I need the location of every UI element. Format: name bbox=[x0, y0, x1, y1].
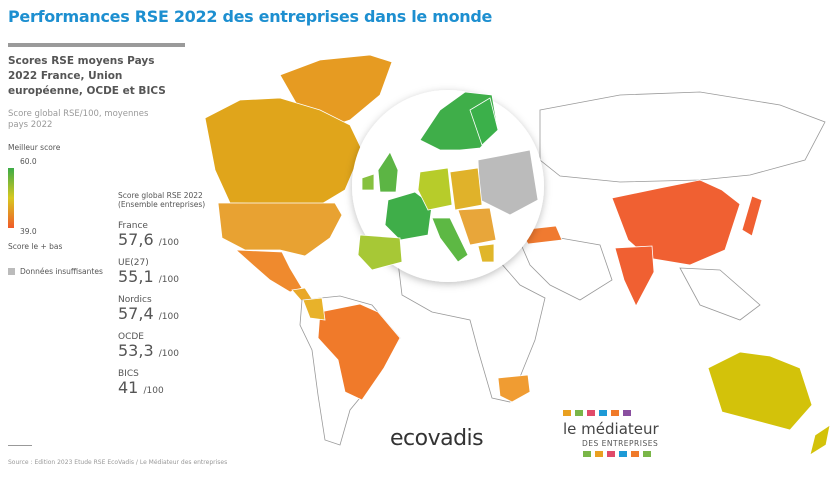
legend-missing-swatch bbox=[8, 268, 15, 275]
score-entry: France 57,6 /100 bbox=[118, 221, 228, 252]
japan bbox=[741, 195, 763, 237]
entry-unit: /100 bbox=[158, 312, 179, 322]
central-europe bbox=[449, 167, 483, 211]
colombia bbox=[302, 297, 326, 321]
subtitle: Scores RSE moyens Pays 2022 France, Unio… bbox=[8, 55, 166, 97]
entry-name: BICS bbox=[118, 369, 139, 379]
divider bbox=[8, 43, 185, 47]
brazil bbox=[317, 303, 401, 401]
mediateur-sub: DES ENTREPRISES bbox=[582, 439, 659, 448]
score-entry: BICS 41 /100 bbox=[118, 369, 228, 400]
entry-name: Nordics bbox=[118, 295, 152, 305]
russia bbox=[539, 91, 826, 183]
finland bbox=[469, 97, 499, 146]
score-list: France 57,6 /100 UE(27) 55,1 /100 Nordics 57,… bbox=[118, 221, 228, 400]
entry-unit: /100 bbox=[158, 275, 179, 285]
europe-inset bbox=[352, 90, 544, 282]
germany bbox=[417, 167, 453, 211]
entry-name: France bbox=[118, 221, 148, 231]
south-africa bbox=[497, 374, 531, 403]
ecovadis-logo: ecovadis bbox=[390, 426, 484, 451]
description: Score global RSE/100, moyennes pays 2022 bbox=[8, 109, 149, 130]
entry-unit: /100 bbox=[158, 349, 179, 359]
source-line bbox=[8, 445, 32, 446]
legend-missing: Données insuffisantes bbox=[20, 267, 103, 276]
scores: Score global RSE 2022 (Ensemble entrepri… bbox=[118, 191, 228, 400]
score-entry: OCDE 53,3 /100 bbox=[118, 332, 228, 363]
entry-score-line: 55,1 /100 bbox=[118, 268, 228, 289]
entry-score: 57,6 bbox=[118, 230, 154, 249]
legend-gradient bbox=[8, 168, 14, 228]
ireland bbox=[361, 173, 375, 191]
entry-score: 53,3 bbox=[118, 341, 154, 360]
new-zealand bbox=[809, 424, 831, 456]
greece bbox=[477, 243, 495, 263]
italy bbox=[431, 217, 469, 263]
se-asia bbox=[679, 267, 761, 321]
india bbox=[614, 245, 655, 307]
mexico bbox=[234, 249, 303, 293]
score-entry: UE(27) 55,1 /100 bbox=[118, 258, 228, 289]
mediateur-logo: le médiateur bbox=[563, 420, 659, 438]
entry-name: OCDE bbox=[118, 332, 144, 342]
entry-score-line: 53,3 /100 bbox=[118, 342, 228, 363]
entry-unit: /100 bbox=[158, 238, 179, 248]
entry-score-line: 57,6 /100 bbox=[118, 231, 228, 252]
entry-score: 57,4 bbox=[118, 304, 154, 323]
legend-bottom: Score le + bas bbox=[8, 242, 63, 251]
uk bbox=[377, 151, 399, 193]
entry-score: 41 bbox=[118, 378, 139, 397]
entry-name: UE(27) bbox=[118, 258, 149, 268]
entry-unit: /100 bbox=[143, 386, 164, 396]
balkans bbox=[457, 207, 497, 246]
legend-min: 39.0 bbox=[20, 227, 37, 236]
legend-top: Meilleur score bbox=[8, 143, 61, 152]
score-entry: Nordics 57,4 /100 bbox=[118, 295, 228, 326]
legend-max: 60.0 bbox=[20, 157, 37, 166]
usa bbox=[217, 202, 343, 257]
australia bbox=[707, 351, 813, 431]
france bbox=[384, 191, 433, 241]
entry-score: 55,1 bbox=[118, 267, 154, 286]
spain bbox=[357, 234, 403, 271]
logo-squares bbox=[563, 410, 651, 457]
source: Source : Edition 2023 Etude RSE EcoVadis… bbox=[8, 459, 228, 466]
entry-score-line: 57,4 /100 bbox=[118, 305, 228, 326]
title: Performances RSE 2022 des entreprises da… bbox=[8, 7, 493, 26]
entry-score-line: 41 /100 bbox=[118, 379, 228, 400]
scores-heading: Score global RSE 2022 (Ensemble entrepri… bbox=[118, 191, 206, 209]
middle-east bbox=[519, 237, 613, 301]
